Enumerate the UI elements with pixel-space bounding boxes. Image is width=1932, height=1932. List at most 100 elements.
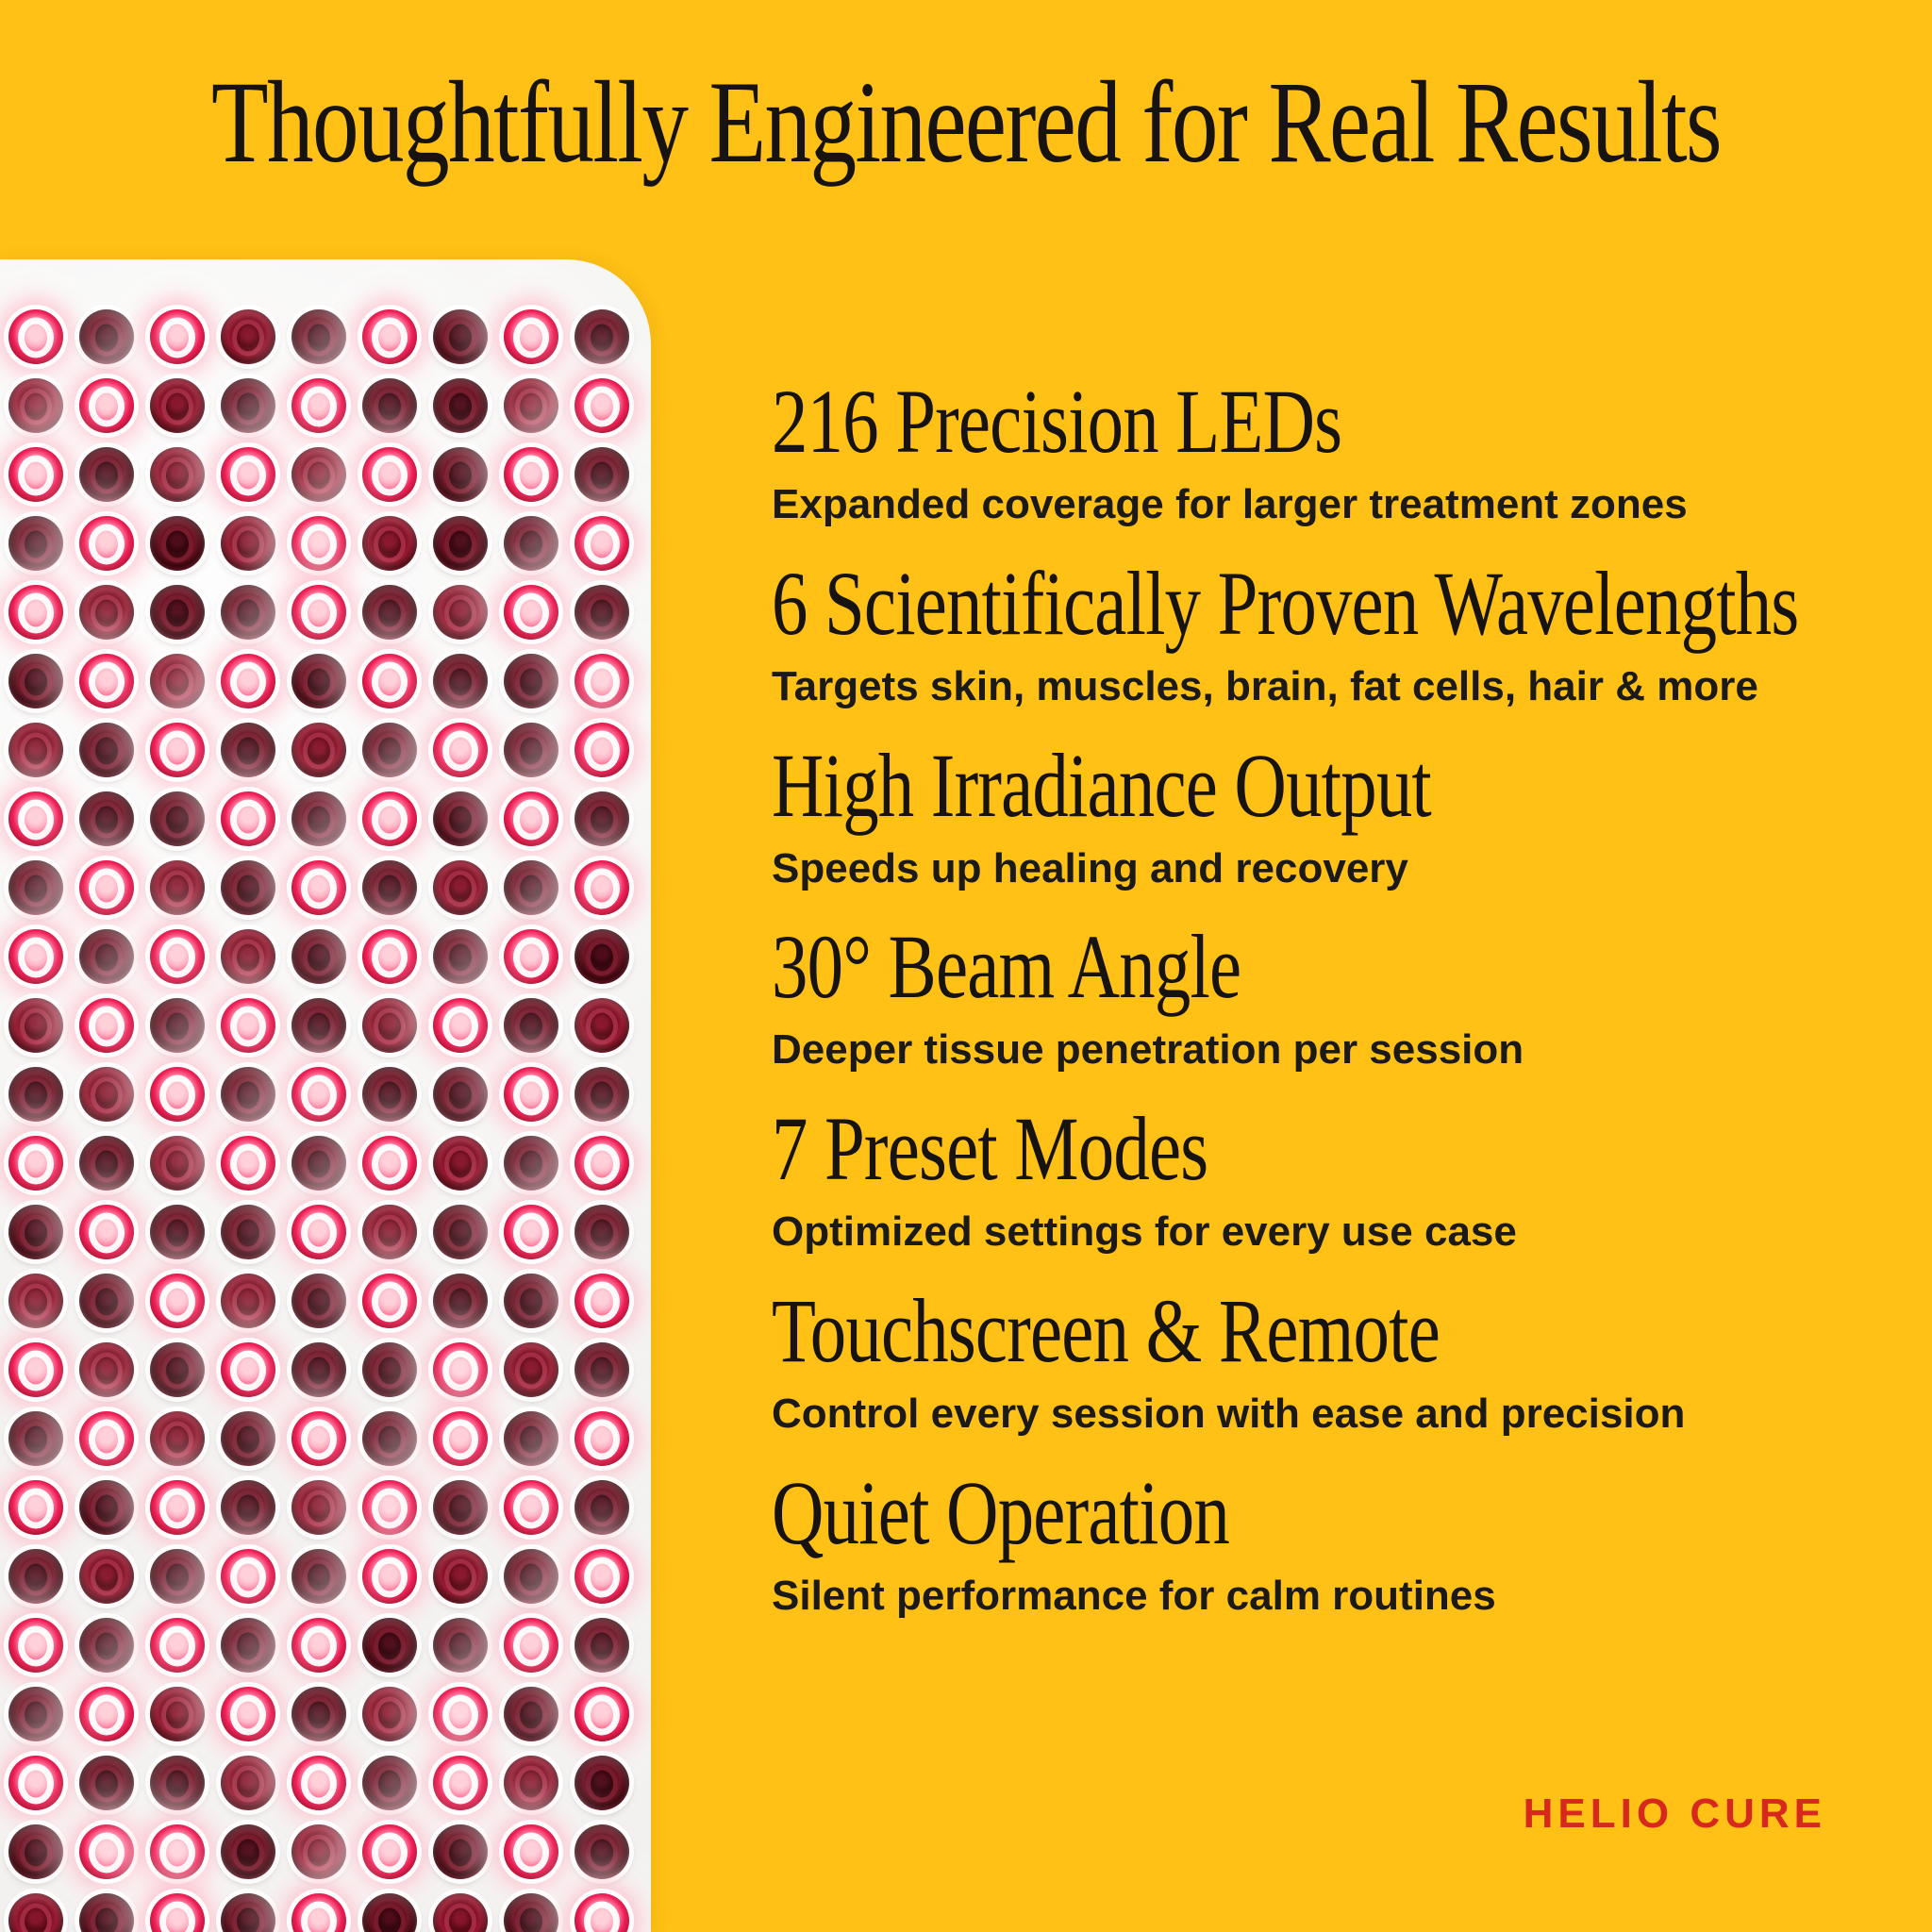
feature-item: High Irradiance Output Speeds up healing… <box>772 740 1932 894</box>
led-bright <box>150 1274 205 1328</box>
led-mid <box>79 1549 134 1604</box>
led-mid <box>362 998 417 1053</box>
led-bright <box>575 723 629 777</box>
led-bright <box>575 1687 629 1741</box>
led-bright <box>79 1205 134 1259</box>
feature-heading: Quiet Operation <box>772 1461 1230 1563</box>
feature-item: 216 Precision LEDs Expanded coverage for… <box>772 376 1932 530</box>
led-bright <box>504 1480 558 1535</box>
led-dark <box>8 1549 63 1604</box>
led-bright <box>79 1824 134 1879</box>
led-dark <box>150 585 205 640</box>
led-bright <box>362 1274 417 1328</box>
led-mid <box>79 1342 134 1397</box>
led-bright <box>433 1687 488 1741</box>
feature-subtitle: Targets skin, muscles, brain, fat cells,… <box>772 662 1758 709</box>
led-bright <box>291 1205 346 1259</box>
led-bright <box>504 791 558 846</box>
led-dark <box>291 929 346 984</box>
led-dark <box>504 516 558 571</box>
led-bright <box>291 860 346 915</box>
led-bright <box>504 1205 558 1259</box>
led-bright <box>8 1480 63 1535</box>
led-dark <box>504 1411 558 1466</box>
led-dark <box>291 1342 346 1397</box>
led-dark <box>575 791 629 846</box>
led-dark <box>8 516 63 571</box>
led-bright <box>362 929 417 984</box>
led-mid <box>8 723 63 777</box>
led-dark <box>221 378 275 433</box>
led-mid <box>433 860 488 915</box>
feature-heading: 30° Beam Angle <box>772 916 1241 1018</box>
led-bright <box>575 378 629 433</box>
led-dark <box>575 1342 629 1397</box>
led-dark <box>150 1549 205 1604</box>
feature-subtitle: Speeds up healing and recovery <box>772 844 1408 891</box>
led-bright <box>362 1824 417 1879</box>
led-bright <box>504 1824 558 1879</box>
led-bright <box>79 654 134 708</box>
led-mid <box>8 1274 63 1328</box>
led-dark <box>79 1136 134 1191</box>
led-dark <box>433 447 488 502</box>
feature-heading: 7 Preset Modes <box>772 1098 1208 1200</box>
feature-subtitle: Deeper tissue penetration per session <box>772 1026 1524 1074</box>
led-mid <box>221 929 275 984</box>
led-dark <box>433 791 488 846</box>
led-mid <box>221 516 275 571</box>
led-mid <box>433 1549 488 1604</box>
led-dark <box>150 1342 205 1397</box>
led-bright <box>504 1067 558 1122</box>
led-dark <box>504 1274 558 1328</box>
led-bright <box>8 791 63 846</box>
led-dark <box>504 654 558 708</box>
led-bright <box>221 654 275 708</box>
led-dark <box>504 1549 558 1604</box>
led-dark <box>8 1411 63 1466</box>
led-bright <box>575 1274 629 1328</box>
led-dark <box>504 998 558 1053</box>
led-bright <box>362 1549 417 1604</box>
led-mid <box>291 1480 346 1535</box>
feature-item: Quiet Operation Silent performance for c… <box>772 1461 1932 1622</box>
led-bright <box>150 1893 205 1932</box>
led-bright <box>433 1756 488 1810</box>
led-dark <box>291 791 346 846</box>
led-bright <box>575 654 629 708</box>
led-dark <box>150 1205 205 1259</box>
led-bright <box>433 1411 488 1466</box>
led-dark <box>221 1205 275 1259</box>
led-bright <box>291 1411 346 1466</box>
led-mid <box>150 1411 205 1466</box>
led-dark <box>504 1136 558 1191</box>
led-dark <box>79 1618 134 1673</box>
led-dark <box>221 1618 275 1673</box>
feature-subtitle: Control every session with ease and prec… <box>772 1390 1686 1437</box>
led-bright <box>362 1136 417 1191</box>
led-mid <box>150 1687 205 1741</box>
led-dark <box>575 1480 629 1535</box>
led-mid <box>433 1136 488 1191</box>
brand-logo: HELIO CURE <box>1523 1790 1826 1837</box>
feature-subtitle: Silent performance for calm routines <box>772 1572 1496 1619</box>
led-dark <box>8 654 63 708</box>
led-bright <box>291 1067 346 1122</box>
led-dark <box>575 929 629 984</box>
led-dark <box>433 1824 488 1879</box>
led-bright <box>575 516 629 571</box>
led-bright <box>150 309 205 364</box>
led-bright <box>8 447 63 502</box>
led-bright <box>8 929 63 984</box>
led-bright <box>362 447 417 502</box>
led-dark <box>362 378 417 433</box>
led-mid <box>221 309 275 364</box>
led-bright <box>79 1411 134 1466</box>
led-bright <box>575 1893 629 1932</box>
led-bright <box>221 1549 275 1604</box>
led-dark <box>504 860 558 915</box>
led-bright <box>433 998 488 1053</box>
led-bright <box>362 309 417 364</box>
led-dark <box>362 723 417 777</box>
led-mid <box>150 447 205 502</box>
